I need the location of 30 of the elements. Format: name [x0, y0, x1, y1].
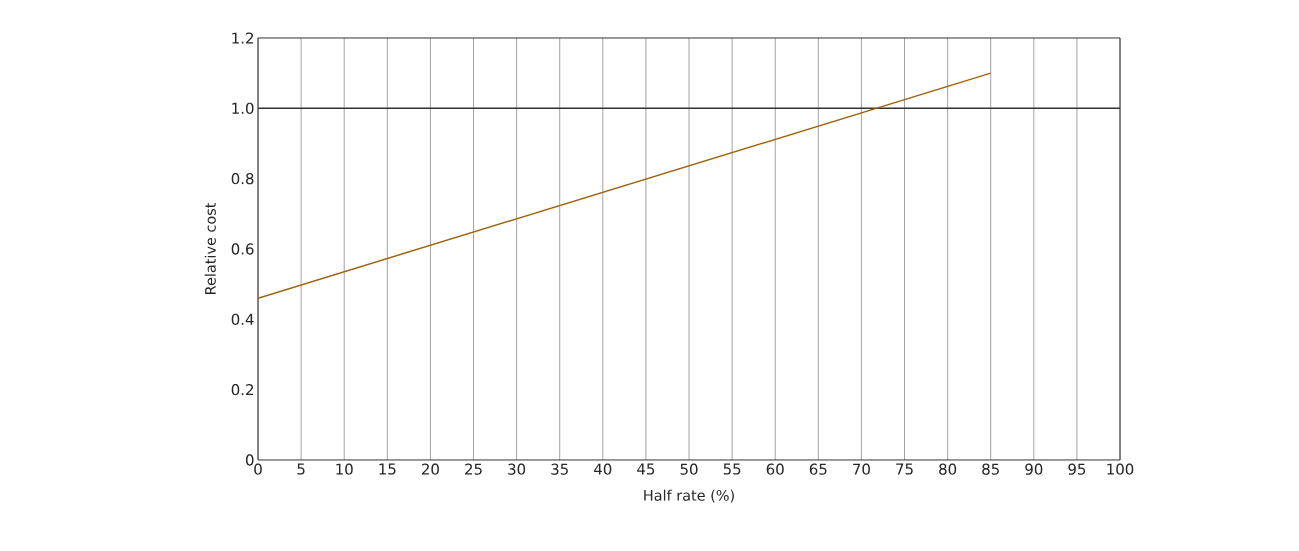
x-axis-title: Half rate (%): [644, 489, 734, 503]
x-tick-label: 80: [939, 463, 957, 475]
x-tick-label: 50: [680, 463, 698, 475]
x-tick-label: 55: [723, 463, 741, 475]
x-tick-label: 75: [896, 463, 913, 475]
y-tick-label: 1.2: [232, 32, 253, 44]
y-tick-label: 0.4: [231, 313, 254, 325]
x-tick-label: 45: [637, 463, 655, 475]
x-tick-label: 65: [809, 463, 827, 475]
y-tick-label: 1.0: [232, 102, 254, 114]
x-tick-label: 20: [422, 463, 439, 475]
y-tick-label: 0.8: [231, 173, 254, 185]
x-tick-label: 10: [336, 463, 353, 475]
x-tick-label: 90: [1025, 463, 1043, 475]
x-tick-label: 85: [982, 463, 999, 475]
x-tick-label: 0: [254, 463, 262, 475]
y-axis-title: Relative cost: [204, 202, 216, 294]
x-tick-label: 25: [465, 463, 482, 475]
x-tick-label: 5: [297, 463, 305, 475]
x-tick-label: 30: [508, 463, 526, 475]
x-tick-label: 100: [1107, 463, 1134, 475]
x-tick-label: 15: [379, 463, 396, 475]
y-tick-label: 0: [245, 454, 254, 466]
x-tick-label: 70: [853, 463, 870, 475]
x-tick-label: 60: [766, 463, 784, 475]
x-tick-label: 35: [551, 463, 568, 475]
y-tick-label: 0.6: [231, 243, 254, 255]
x-tick-label: 40: [594, 463, 612, 475]
x-tick-label: 95: [1068, 463, 1086, 475]
y-tick-label: 0.2: [231, 384, 253, 396]
